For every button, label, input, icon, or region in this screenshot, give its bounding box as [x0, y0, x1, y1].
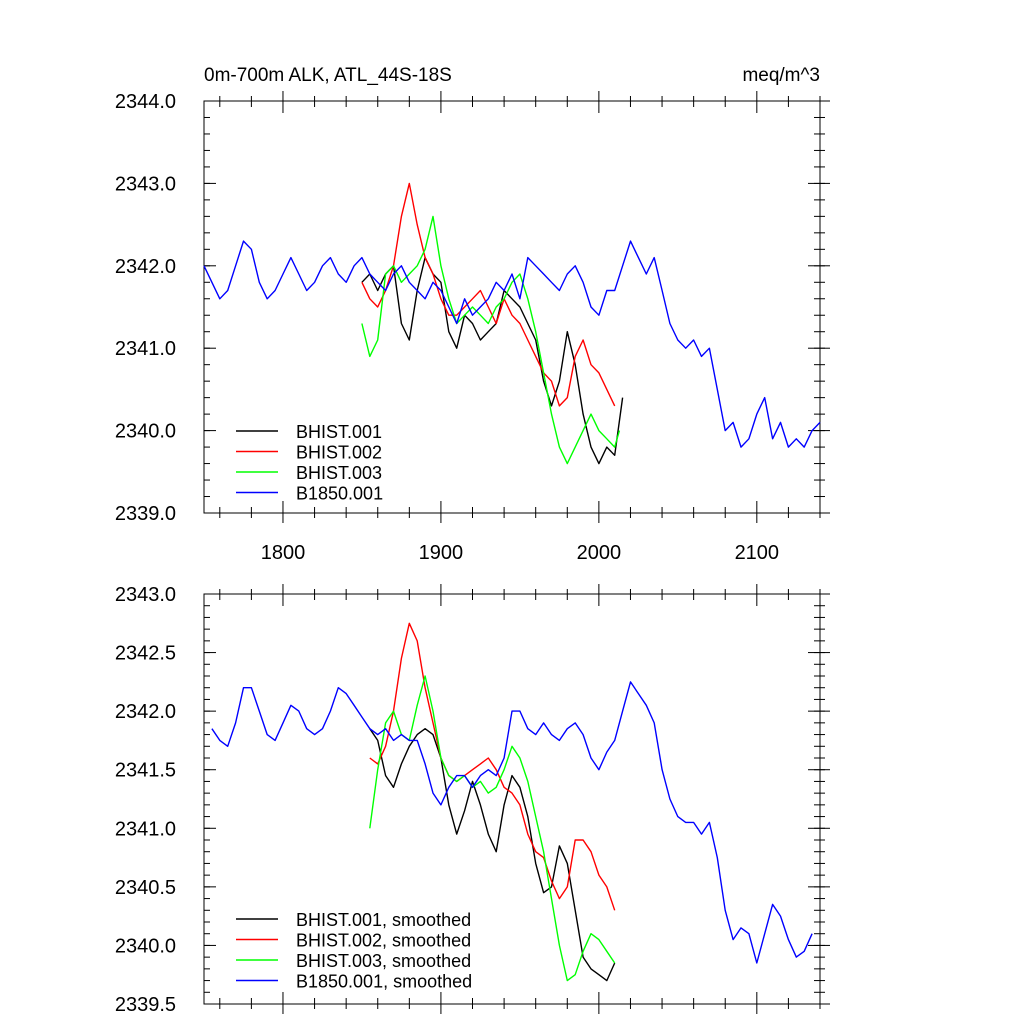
bottom-panel: 2339.5 2340.0 2340.5 2341.0 2341.5 2342.0 2342… — [115, 584, 830, 1016]
bottom-y-tick-label: 2341.0 — [115, 818, 176, 840]
top-y-tick-label: 2342.0 — [115, 256, 176, 278]
bottom-series-line-3 — [369, 675, 616, 982]
top-y-tick-label: 2339.0 — [115, 503, 176, 525]
top-x-tick-label: 1900 — [419, 542, 464, 564]
bottom-legend-label: BHIST.002, smoothed — [296, 931, 471, 951]
bottom-y-tick-label: 2342.5 — [115, 643, 176, 665]
top-series-line-4 — [203, 240, 821, 448]
top-y-tick-label: 2343.0 — [115, 173, 176, 195]
top-x-tick-labels: 1800 1900 2000 2100 — [261, 542, 779, 564]
bottom-legend-label: B1850.001, smoothed — [296, 972, 472, 992]
top-plot-frame — [203, 100, 821, 514]
top-title: 0m-700m ALK, ATL_44S-18S — [204, 65, 452, 86]
bottom-y-tick-label: 2339.5 — [115, 994, 176, 1016]
top-x-tick-label: 2000 — [577, 542, 622, 564]
bottom-y-tick-label: 2340.5 — [115, 877, 176, 899]
bottom-ticks — [204, 584, 830, 1014]
bottom-y-tick-label: 2343.0 — [115, 584, 176, 606]
bottom-series-line-2 — [369, 622, 616, 911]
top-legend-label: BHIST.002 — [296, 443, 382, 463]
top-series-line-2 — [361, 182, 616, 407]
top-panel: 0m-700m ALK, ATL_44S-18S meq/m^3 2339.02… — [115, 65, 830, 564]
top-x-tick-label: 1800 — [261, 542, 306, 564]
top-legend-label: B1850.001 — [296, 484, 383, 504]
top-units: meq/m^3 — [742, 65, 820, 86]
bottom-plot-frame — [203, 593, 821, 1005]
top-x-tick-label: 2100 — [735, 542, 780, 564]
bottom-y-tick-labels: 2339.5 2340.0 2340.5 2341.0 2341.5 2342.0 2342… — [115, 584, 176, 1016]
bottom-y-tick-label: 2341.5 — [115, 760, 176, 782]
top-ticks — [204, 91, 830, 523]
top-y-tick-label: 2341.0 — [115, 338, 176, 360]
top-series-group — [203, 182, 821, 465]
top-legend-label: BHIST.001 — [296, 422, 382, 442]
top-y-tick-labels: 2339.0 2340.0 2341.0 2342.0 2343.0 2344.0 — [115, 91, 176, 525]
bottom-legend-label: BHIST.003, smoothed — [296, 951, 471, 971]
top-y-tick-label: 2340.0 — [115, 421, 176, 443]
bottom-y-tick-label: 2340.0 — [115, 935, 176, 957]
bottom-series-line-1 — [369, 728, 616, 982]
bottom-y-tick-label: 2342.0 — [115, 701, 176, 723]
bottom-legend-label: BHIST.001, smoothed — [296, 910, 471, 930]
bottom-series-group — [211, 622, 813, 982]
top-series-line-1 — [361, 256, 624, 465]
bottom-series-line-4 — [211, 681, 813, 964]
top-y-tick-label: 2344.0 — [115, 91, 176, 113]
top-legend-label: BHIST.003 — [296, 463, 382, 483]
top-series-line-3 — [361, 215, 621, 465]
